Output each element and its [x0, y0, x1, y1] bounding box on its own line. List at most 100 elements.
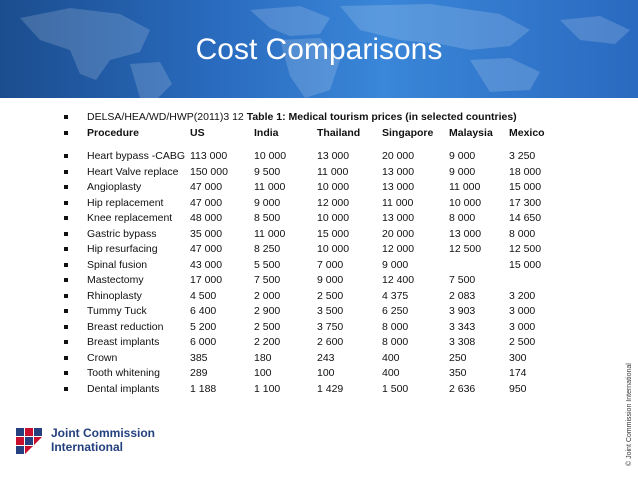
procedure-name: Gastric bypass — [87, 227, 157, 240]
price-cell: 2 900 — [254, 305, 281, 317]
table-reference: DELSA/HEA/WD/HWP(2011)3 12 Table 1: Medi… — [87, 110, 517, 126]
price-cell: 9 000 — [317, 274, 344, 286]
column-header: India — [254, 126, 279, 139]
price-cell: 15 000 — [509, 181, 542, 193]
price-cell: 7 000 — [317, 258, 344, 271]
price-cell: 400 — [382, 367, 400, 379]
bullet-icon — [64, 247, 68, 251]
price-cell: 3 200 — [509, 289, 536, 302]
price-cell: 47 000 — [190, 243, 223, 255]
table-caption: Table 1: Medical tourism prices (in sele… — [246, 111, 517, 123]
price-cell: 10 000 — [317, 243, 350, 255]
bullet-icon — [64, 340, 68, 344]
bullet-icon — [64, 324, 68, 329]
procedure-name: Tooth whitening — [87, 367, 160, 379]
price-cell: 2 200 — [254, 336, 281, 348]
price-cell: 12 000 — [317, 196, 350, 209]
bullet-icon — [64, 231, 68, 236]
price-cell: 180 — [254, 351, 272, 364]
price-cell: 6 400 — [190, 305, 217, 317]
procedure-name: Breast reduction — [87, 320, 164, 333]
price-cell: 4 375 — [382, 289, 409, 302]
price-cell: 20 000 — [382, 150, 415, 162]
bullet-icon — [64, 154, 68, 158]
price-cell: 10 000 — [317, 181, 350, 193]
price-cell: 48 000 — [190, 212, 223, 224]
price-cell: 3 000 — [509, 320, 536, 333]
procedure-name: Angioplasty — [87, 181, 142, 193]
price-cell: 9 500 — [254, 165, 281, 178]
price-cell: 8 500 — [254, 212, 281, 224]
procedure-name: Knee replacement — [87, 212, 173, 224]
price-cell: 13 000 — [382, 181, 415, 193]
price-cell: 11 000 — [317, 165, 349, 178]
price-cell: 11 000 — [254, 227, 286, 240]
price-cell: 10 000 — [317, 212, 350, 224]
price-cell: 100 — [254, 367, 272, 379]
bullet-icon — [64, 200, 68, 205]
price-cell: 12 400 — [382, 274, 415, 286]
price-cell: 13 000 — [382, 212, 415, 224]
procedure-name: Crown — [87, 351, 118, 364]
bullet-icon — [64, 293, 68, 298]
header-banner: Cost Comparisons — [0, 0, 638, 98]
price-cell: 8 250 — [254, 243, 281, 255]
price-cell: 1 500 — [382, 382, 409, 395]
column-header: Singapore — [382, 126, 434, 139]
copyright-notice: © Joint Commission International — [626, 363, 633, 466]
price-cell: 250 — [449, 351, 467, 364]
bullet-icon — [64, 169, 68, 174]
price-cell: 2 500 — [317, 289, 344, 302]
price-cell: 2 600 — [317, 336, 344, 348]
price-cell: 8 000 — [449, 212, 476, 224]
price-cell: 8 000 — [509, 227, 536, 240]
price-cell: 2 500 — [254, 320, 281, 333]
slide-title: Cost Comparisons — [195, 33, 443, 66]
reference-code: DELSA/HEA/WD/HWP(2011)3 12 — [87, 111, 244, 123]
procedure-name: Heart bypass -CABG — [87, 150, 186, 162]
price-cell: 350 — [449, 367, 467, 379]
price-cell: 17 000 — [190, 274, 223, 286]
price-cell: 5 200 — [190, 320, 217, 333]
price-cell: 243 — [317, 351, 335, 364]
bullet-icon — [64, 130, 68, 135]
price-cell: 15 000 — [317, 227, 350, 240]
price-cell: 12 500 — [449, 243, 482, 255]
price-cell: 9 000 — [449, 165, 476, 178]
price-cell: 8 000 — [382, 320, 409, 333]
price-cell: 1 188 — [190, 382, 217, 395]
column-header: US — [190, 126, 205, 139]
procedure-name: Mastectomy — [87, 274, 144, 286]
column-header: Malaysia — [449, 126, 493, 139]
logo-line-1: Joint Commission — [51, 426, 156, 440]
column-header: Mexico — [509, 126, 545, 139]
jci-logo: Joint Commission International — [16, 426, 166, 462]
procedure-name: Tummy Tuck — [87, 305, 147, 317]
logo-wordmark: Joint Commission International — [51, 426, 155, 454]
price-cell: 113 000 — [190, 150, 228, 162]
price-cell: 2 083 — [449, 289, 476, 302]
price-cell: 13 000 — [449, 227, 482, 240]
price-cell: 11 000 — [254, 181, 286, 193]
procedure-name: Heart Valve replace — [87, 165, 179, 178]
price-cell: 35 000 — [190, 227, 223, 240]
price-cell: 3 250 — [509, 150, 536, 162]
price-cell: 7 500 — [254, 274, 281, 286]
price-cell: 6 250 — [382, 305, 409, 317]
price-cell: 3 343 — [449, 320, 476, 333]
price-cell: 14 650 — [509, 212, 542, 224]
procedure-name: Dental implants — [87, 382, 160, 395]
price-cell: 4 500 — [190, 289, 217, 302]
bullet-icon — [64, 355, 68, 360]
price-cell: 400 — [382, 351, 400, 364]
price-cell: 11 000 — [449, 181, 481, 193]
procedure-name: Hip replacement — [87, 196, 164, 209]
price-cell: 6 000 — [190, 336, 217, 348]
procedure-name: Spinal fusion — [87, 258, 148, 271]
price-cell: 3 308 — [449, 336, 476, 348]
bullet-icon — [64, 278, 68, 282]
bullet-icon — [64, 309, 68, 313]
price-cell: 100 — [317, 367, 335, 379]
price-cell: 1 429 — [317, 382, 344, 395]
bullet-icon — [64, 115, 68, 119]
